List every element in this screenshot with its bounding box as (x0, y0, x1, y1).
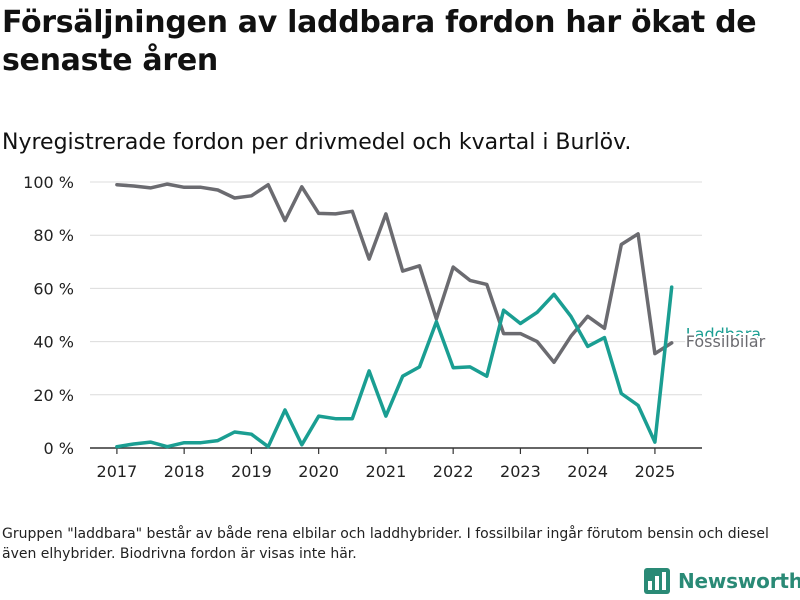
x-tick-label: 2018 (164, 462, 205, 481)
chart-subtitle: Nyregistrerade fordon per drivmedel och … (2, 130, 632, 155)
chart-title: Försäljningen av laddbara fordon har öka… (2, 5, 757, 78)
x-tick-label: 2023 (500, 462, 541, 481)
x-tick-label: 2019 (231, 462, 272, 481)
y-tick-label: 0 % (44, 439, 74, 458)
brand-name: Newsworthy (678, 569, 800, 593)
line-chart: 0 % 20 % 40 % 60 % 80 % 100 % 2017 2018 2019 2020… (23, 173, 768, 481)
y-tick-label: 60 % (33, 279, 74, 298)
y-tick-label: 40 % (33, 333, 74, 352)
y-tick-label: 20 % (33, 386, 74, 405)
x-tick-label: 2025 (635, 462, 676, 481)
x-tick-label: 2022 (433, 462, 474, 481)
brand-logo[interactable]: Newsworthy (644, 568, 800, 594)
y-tick-label: 100 % (23, 173, 74, 192)
x-tick-label: 2020 (298, 462, 339, 481)
gridlines (90, 181, 702, 396)
x-tick-label: 2017 (97, 462, 138, 481)
footnote: Gruppen "laddbara" består av både rena e… (2, 526, 769, 562)
x-tick-label: 2021 (366, 462, 407, 481)
series-label: Laddbara (686, 325, 761, 344)
axes: 0 % 20 % 40 % 60 % 80 % 100 % 2017 2018 2019 2020… (23, 173, 702, 481)
series-label: Fossilbilar (686, 332, 766, 351)
x-tick-label: 2024 (567, 462, 608, 481)
series-lines (115, 182, 674, 449)
bar-chart-logo-icon (644, 568, 670, 594)
series-line-fossilbilar (115, 182, 674, 365)
y-tick-label: 80 % (33, 226, 74, 245)
series-line-laddbara (115, 285, 674, 449)
